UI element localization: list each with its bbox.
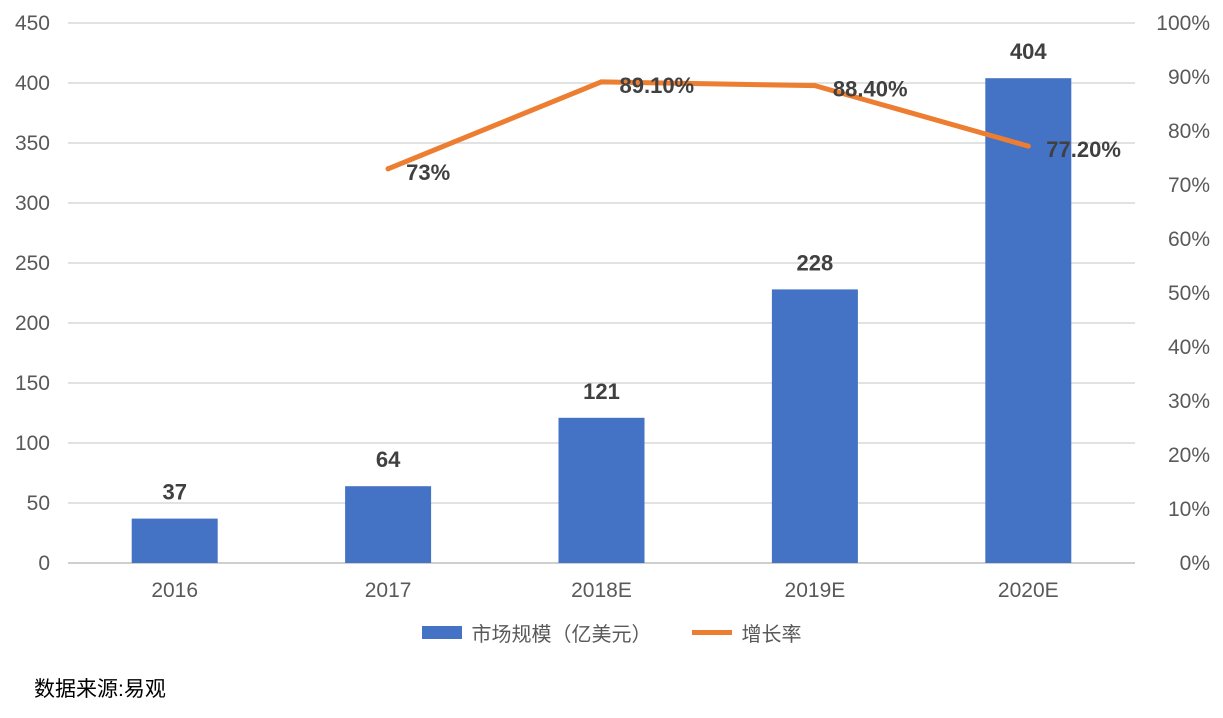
legend-bar-swatch xyxy=(421,626,462,639)
y-left-tick-label: 100 xyxy=(15,432,50,455)
x-tick-label: 2016 xyxy=(151,579,198,602)
bar xyxy=(345,486,432,563)
y-right-tick-label: 20% xyxy=(1168,444,1210,467)
x-tick-label: 2020E xyxy=(998,579,1059,602)
legend-item-bar: 市场规模（亿美元） xyxy=(421,618,652,647)
x-tick-label: 2017 xyxy=(365,579,412,602)
y-left-tick-label: 250 xyxy=(15,252,50,275)
y-right-tick-label: 100% xyxy=(1156,12,1210,35)
bar-value-label: 228 xyxy=(797,250,834,275)
line-value-label: 77.20% xyxy=(1046,137,1121,162)
y-right-tick-label: 0% xyxy=(1180,552,1210,575)
bar xyxy=(558,417,645,563)
y-right-tick-label: 80% xyxy=(1168,120,1210,143)
bar-value-label: 404 xyxy=(1010,39,1047,64)
y-right-tick-label: 90% xyxy=(1168,66,1210,89)
y-left-tick-label: 300 xyxy=(15,192,50,215)
bar xyxy=(771,289,858,563)
y-right-tick-label: 10% xyxy=(1168,498,1210,521)
bar-value-label: 121 xyxy=(583,379,620,404)
bar xyxy=(985,78,1072,563)
y-left-tick-label: 150 xyxy=(15,372,50,395)
bar xyxy=(131,518,218,563)
line-value-label: 73% xyxy=(406,160,450,185)
y-left-tick-label: 200 xyxy=(15,312,50,335)
line-point xyxy=(599,79,604,85)
y-right-tick-label: 50% xyxy=(1168,282,1210,305)
legend-item-line: 增长率 xyxy=(691,618,802,647)
legend-line-swatch xyxy=(691,630,732,635)
legend-line-label: 增长率 xyxy=(741,624,802,646)
line-value-label: 89.10% xyxy=(620,73,695,98)
y-right-tick-label: 40% xyxy=(1168,336,1210,359)
line-point xyxy=(812,83,818,89)
y-left-tick-label: 400 xyxy=(15,72,50,95)
growth-rate-line xyxy=(385,79,1031,172)
y-right-tick-label: 70% xyxy=(1168,174,1210,197)
y-right-tick-label: 30% xyxy=(1168,390,1210,413)
y-right-tick-label: 60% xyxy=(1168,228,1210,251)
y-left-tick-label: 450 xyxy=(15,12,50,35)
y-left-tick-label: 350 xyxy=(15,132,50,155)
line-value-label: 88.40% xyxy=(833,77,908,102)
chart-legend: 市场规模（亿美元） 增长率 xyxy=(0,618,1223,647)
bar-value-label: 37 xyxy=(162,480,186,505)
x-tick-label: 2018E xyxy=(571,579,632,602)
line-point xyxy=(385,166,391,172)
x-tick-label: 2019E xyxy=(785,579,846,602)
line-point xyxy=(1025,143,1031,149)
legend-bar-label: 市场规模（亿美元） xyxy=(471,624,652,646)
y-left-tick-label: 50 xyxy=(27,492,50,515)
y-left-tick-label: 0 xyxy=(38,552,50,575)
data-source-note: 数据来源:易观 xyxy=(34,678,166,701)
bar-value-label: 64 xyxy=(376,447,401,472)
